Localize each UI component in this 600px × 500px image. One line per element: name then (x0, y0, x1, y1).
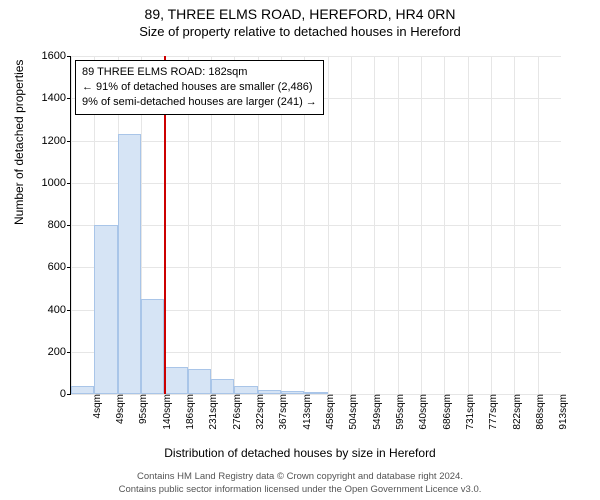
ytick-label: 800 (48, 219, 71, 231)
xtick-label: 95sqm (134, 394, 149, 424)
annotation-line-3: 9% of semi-detached houses are larger (2… (82, 95, 317, 110)
gridline-v (398, 56, 399, 394)
xtick-label: 686sqm (438, 394, 453, 430)
xtick-label: 367sqm (274, 394, 289, 430)
gridline-h (71, 183, 561, 184)
xtick-label: 458sqm (321, 394, 336, 430)
xtick-label: 413sqm (298, 394, 313, 430)
plot-area: 020040060080010001200140016004sqm49sqm95… (70, 56, 561, 395)
bar (258, 390, 281, 394)
chart-subtitle: Size of property relative to detached ho… (0, 22, 600, 39)
annotation-line-2: ← 91% of detached houses are smaller (2,… (82, 80, 317, 95)
ytick-label: 400 (48, 304, 71, 316)
chart-container: 89, THREE ELMS ROAD, HEREFORD, HR4 0RN S… (0, 0, 600, 500)
chart-title: 89, THREE ELMS ROAD, HEREFORD, HR4 0RN (0, 0, 600, 22)
ytick-label: 1000 (42, 177, 71, 189)
footer-line-1: Contains HM Land Registry data © Crown c… (0, 471, 600, 483)
gridline-v (444, 56, 445, 394)
xtick-label: 913sqm (554, 394, 569, 430)
ytick-label: 0 (60, 388, 71, 400)
xtick-label: 868sqm (531, 394, 546, 430)
gridline-v (328, 56, 329, 394)
gridline-v (71, 56, 72, 394)
xtick-label: 777sqm (484, 394, 499, 430)
gridline-h (71, 141, 561, 142)
xtick-label: 49sqm (111, 394, 126, 424)
gridline-v (351, 56, 352, 394)
gridline-v (538, 56, 539, 394)
bar (141, 299, 164, 394)
xtick-label: 549sqm (368, 394, 383, 430)
bar (188, 369, 211, 394)
footer-line-2: Contains public sector information licen… (0, 484, 600, 496)
bar (118, 134, 141, 394)
ytick-label: 1400 (42, 92, 71, 104)
footer: Contains HM Land Registry data © Crown c… (0, 471, 600, 496)
bar (164, 367, 187, 394)
xtick-label: 822sqm (508, 394, 523, 430)
ytick-label: 1200 (42, 135, 71, 147)
xtick-label: 231sqm (204, 394, 219, 430)
gridline-v (468, 56, 469, 394)
xtick-label: 504sqm (344, 394, 359, 430)
bar (304, 392, 327, 394)
xtick-label: 731sqm (461, 394, 476, 430)
gridline-h (71, 56, 561, 57)
bar (234, 386, 257, 394)
annotation-box: 89 THREE ELMS ROAD: 182sqm ← 91% of deta… (75, 60, 324, 115)
xtick-label: 640sqm (414, 394, 429, 430)
xtick-label: 322sqm (251, 394, 266, 430)
gridline-v (374, 56, 375, 394)
annotation-line-1: 89 THREE ELMS ROAD: 182sqm (82, 65, 317, 80)
xtick-label: 140sqm (158, 394, 173, 430)
ytick-label: 1600 (42, 50, 71, 62)
bar (281, 391, 304, 394)
ytick-label: 600 (48, 261, 71, 273)
bar (94, 225, 117, 394)
xtick-label: 276sqm (228, 394, 243, 430)
gridline-v (514, 56, 515, 394)
gridline-h (71, 225, 561, 226)
gridline-v (421, 56, 422, 394)
ytick-label: 200 (48, 346, 71, 358)
xtick-label: 186sqm (181, 394, 196, 430)
gridline-v (491, 56, 492, 394)
bar (71, 386, 94, 394)
y-axis-title: Number of detached properties (12, 60, 26, 225)
xtick-label: 4sqm (88, 394, 103, 418)
x-axis-title: Distribution of detached houses by size … (0, 446, 600, 460)
bar (211, 379, 234, 394)
xtick-label: 595sqm (391, 394, 406, 430)
gridline-h (71, 267, 561, 268)
